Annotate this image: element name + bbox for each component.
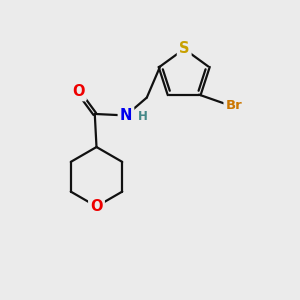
Text: O: O (90, 199, 103, 214)
Text: S: S (179, 41, 189, 56)
Text: H: H (137, 110, 147, 123)
Text: Br: Br (225, 99, 242, 112)
Text: N: N (120, 108, 132, 123)
Text: O: O (72, 84, 85, 99)
